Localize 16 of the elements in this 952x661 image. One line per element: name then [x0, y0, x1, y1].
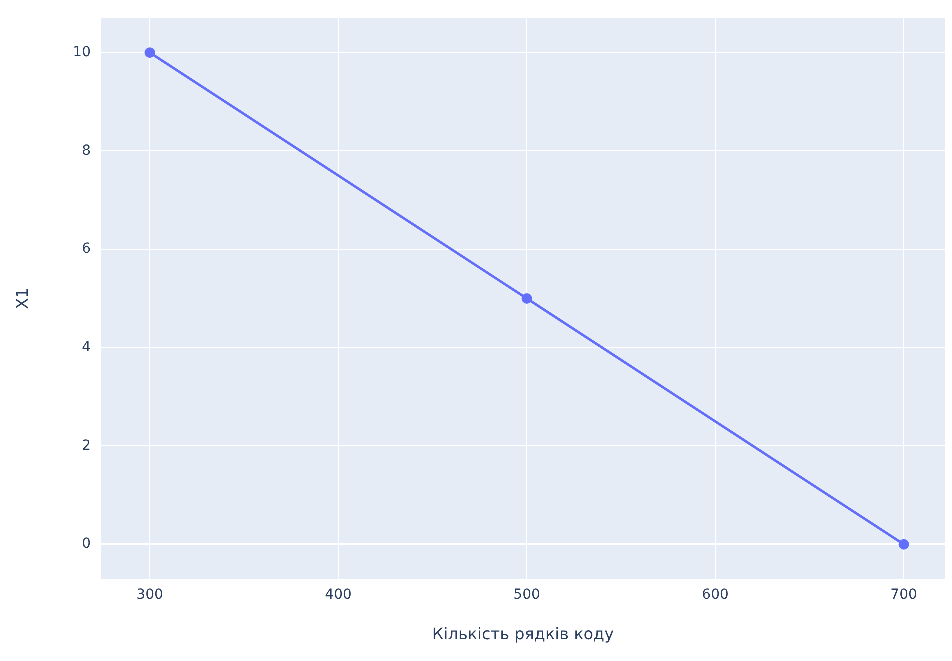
y-tick-label: 4: [82, 340, 92, 356]
y-axis-title: X1: [12, 288, 32, 310]
y-tick-label: 2: [82, 438, 92, 454]
x-tick-label: 300: [136, 587, 164, 604]
y-tick-label: 0: [82, 536, 92, 552]
x-tick-label: 700: [890, 587, 918, 604]
x-tick-label: 400: [325, 587, 352, 604]
point: [522, 293, 532, 304]
point: [144, 48, 156, 58]
x-axis-title: Кількість рядків коду: [432, 624, 614, 644]
x-tick-label: 600: [702, 587, 729, 604]
x-tick-label: 500: [514, 587, 540, 604]
y-tick-label: 8: [82, 142, 92, 159]
y-tick-label: 6: [82, 241, 92, 258]
point: [898, 539, 910, 550]
y-tick-label: 10: [73, 44, 92, 60]
